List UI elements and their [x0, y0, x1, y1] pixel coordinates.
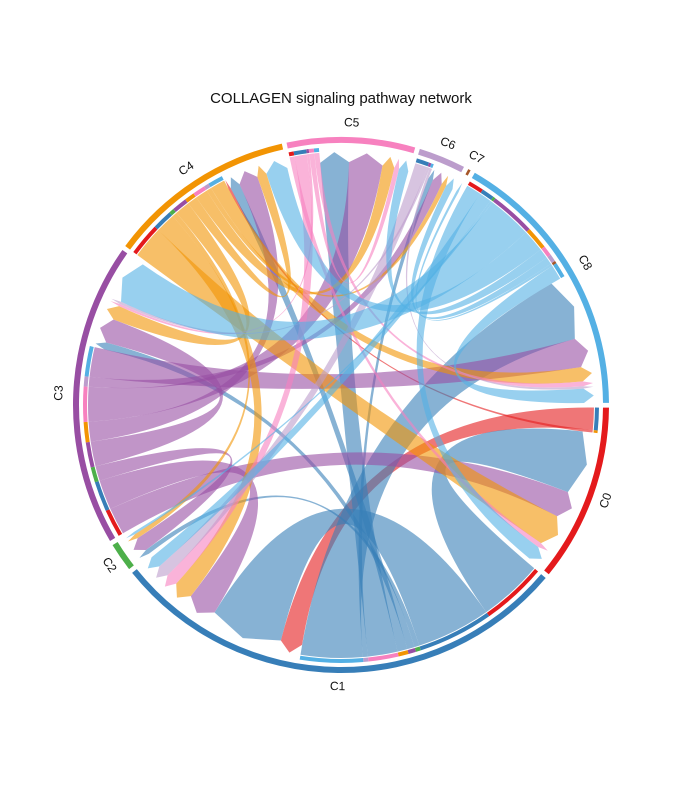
- track-c1-to-c8: [299, 655, 364, 663]
- ribbon-c8-to-c7: [415, 182, 553, 321]
- track-c3-to-c6: [83, 376, 89, 387]
- group-arc-c7: [465, 169, 471, 176]
- ribbon-c1-to-c1: [214, 508, 487, 646]
- group-label-c2: C2: [100, 555, 120, 576]
- track-c6-to-c1: [415, 158, 430, 167]
- ribbon-c8-to-c6: [411, 178, 551, 320]
- group-label-c4: C4: [176, 158, 197, 178]
- track-c4-to-c3: [173, 199, 188, 213]
- track-c3-to-c4: [83, 421, 90, 443]
- track-c1-to-c5: [368, 652, 399, 662]
- track-c8-to-c1: [480, 189, 494, 201]
- group-label-c8: C8: [575, 252, 595, 273]
- track-c5-to-c8: [313, 147, 320, 153]
- ribbon-c4-to-c8: [210, 180, 592, 384]
- group-label-c5: C5: [344, 115, 360, 130]
- ribbon-layer: [88, 152, 594, 659]
- ribbon-c3-to-c2: [95, 448, 233, 550]
- ribbon-c1-to-c4: [230, 177, 408, 652]
- track-c8-to-c0: [467, 181, 483, 193]
- ribbon-c8-to-c1: [147, 193, 491, 569]
- group-label-c6: C6: [438, 134, 458, 153]
- track-c1-to-c0: [486, 568, 539, 617]
- group-arc-c8: [471, 172, 609, 403]
- track-c8-to-c7: [551, 260, 557, 266]
- group-arc-c2: [112, 541, 134, 570]
- ribbon-c4-to-c2: [127, 212, 251, 542]
- track-c8-to-c5: [541, 246, 551, 257]
- track-c4-to-c0: [133, 226, 158, 255]
- track-c4-to-c5: [193, 186, 207, 197]
- track-c8-to-c3: [493, 198, 530, 232]
- group-label-c7: C7: [466, 147, 486, 167]
- track-c4-to-c8: [208, 176, 224, 188]
- ribbon-c1-to-c8: [300, 283, 575, 659]
- ribbon-c8-to-c3: [121, 202, 526, 341]
- track-c8-to-c6: [547, 254, 556, 264]
- group-label-c3: C3: [51, 385, 66, 401]
- group-label-c1: C1: [330, 679, 346, 693]
- chart-title: COLLAGEN signaling pathway network: [210, 90, 472, 107]
- track-c1-to-c1: [419, 612, 490, 651]
- track-c6-to-c3: [427, 162, 432, 168]
- group-label-c0: C0: [596, 491, 614, 510]
- ribbon-c8-to-c8: [454, 265, 594, 404]
- track-c3-to-c3: [85, 441, 95, 468]
- track-c0-to-c4: [593, 430, 598, 434]
- track-c0-to-c1: [593, 407, 599, 431]
- track-c3-to-c0: [105, 509, 123, 536]
- track-c5-to-c5: [308, 148, 315, 153]
- track-c4-to-c1: [154, 212, 173, 230]
- group-arc-c1: [132, 569, 546, 673]
- track-c1-to-c4: [397, 650, 409, 657]
- arc-layer: [72, 137, 609, 673]
- track-c1-to-c6: [363, 657, 369, 663]
- track-c4-to-c6: [204, 183, 211, 190]
- track-c3-to-c1: [94, 481, 110, 511]
- track-c3-to-c8: [84, 346, 94, 377]
- track-c1-to-c2: [414, 646, 421, 652]
- track-c4-to-c4: [185, 193, 196, 203]
- group-arc-c6: [418, 148, 465, 173]
- track-c5-to-c0: [288, 151, 295, 157]
- track-c8-to-c2: [491, 196, 496, 202]
- ribbon-c3-to-c4: [88, 171, 279, 442]
- track-c8-to-c4: [526, 228, 545, 249]
- track-c4-to-c2: [169, 209, 176, 216]
- ribbon-c4-to-c4: [188, 165, 291, 298]
- group-arc-c5: [286, 137, 416, 154]
- ribbon-c1-to-c0: [431, 428, 587, 613]
- track-c3-to-c5: [82, 386, 88, 423]
- track-c3-to-c2: [90, 466, 99, 483]
- track-c5-to-c1: [293, 149, 307, 156]
- ribbon-c5-to-c1: [164, 154, 313, 587]
- track-c1-to-c3: [407, 648, 416, 654]
- ribbon-c3-to-c3: [90, 319, 223, 467]
- group-arc-c0: [544, 407, 609, 575]
- ribbon-c8-to-c0: [416, 185, 542, 559]
- track-c5-to-c3: [306, 149, 310, 154]
- ribbon-c3-to-c5: [88, 153, 383, 422]
- track-c6-to-c8: [430, 163, 434, 168]
- ribbon-c8-to-c5: [386, 160, 547, 315]
- track-c8-to-c8: [553, 263, 565, 279]
- ribbon-c3-to-c1: [99, 460, 259, 613]
- group-arc-c3: [72, 249, 128, 541]
